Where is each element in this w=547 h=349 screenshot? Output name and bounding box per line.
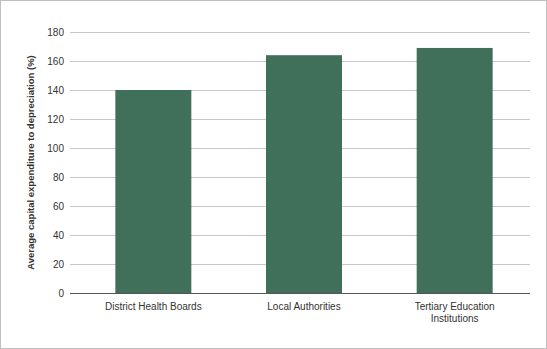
grid-line [70,32,530,33]
y-tick-label: 40 [53,230,65,241]
y-tick-label: 140 [47,85,64,96]
x-tick-label: District Health Boards [105,301,202,312]
chart: 0 20 40 60 80 100 120 140 160 180 Average capital … [0,0,547,349]
frame [1,1,547,349]
label-line: District Health Boards [105,301,202,312]
bars [115,48,492,293]
grid-line [70,293,530,294]
label-line: Tertiary Education [415,301,495,312]
bar [266,55,342,293]
y-tick-label: 20 [53,259,65,270]
label-line: Institutions [431,313,479,324]
x-tick-label: Tertiary EducationInstitutions [415,301,495,324]
y-axis-label: Average capital expenditure to depreciat… [25,55,36,270]
y-tick-label: 120 [47,114,64,125]
y-tick-label: 180 [47,27,64,38]
y-tick-label: 0 [58,288,64,299]
y-tick-label: 160 [47,56,64,67]
bar [115,90,191,293]
y-tick-label: 80 [53,172,65,183]
label-line: Local Authorities [267,301,340,312]
y-tick-label: 100 [47,143,64,154]
bar [417,48,493,293]
x-tick-label: Local Authorities [267,301,340,312]
y-tick-label: 60 [53,201,65,212]
